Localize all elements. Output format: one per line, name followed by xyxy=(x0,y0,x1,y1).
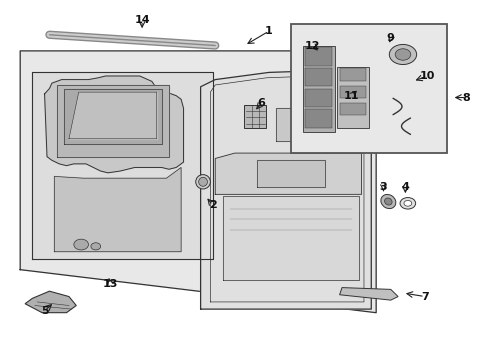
Polygon shape xyxy=(339,68,366,81)
Text: 9: 9 xyxy=(386,33,394,43)
Text: 11: 11 xyxy=(344,91,359,101)
Text: 14: 14 xyxy=(134,15,150,26)
Polygon shape xyxy=(305,68,331,86)
Polygon shape xyxy=(25,291,76,313)
Circle shape xyxy=(394,49,410,60)
Polygon shape xyxy=(303,45,334,132)
Text: 3: 3 xyxy=(379,182,386,192)
Text: 8: 8 xyxy=(462,93,469,103)
Polygon shape xyxy=(57,85,168,157)
Polygon shape xyxy=(339,86,366,98)
Text: 12: 12 xyxy=(305,41,320,50)
Polygon shape xyxy=(20,51,375,313)
Text: 10: 10 xyxy=(419,71,434,81)
Circle shape xyxy=(388,44,416,64)
Ellipse shape xyxy=(195,175,210,189)
Polygon shape xyxy=(339,288,397,300)
Polygon shape xyxy=(64,89,161,144)
Ellipse shape xyxy=(380,194,395,208)
Polygon shape xyxy=(305,89,331,107)
Text: 1: 1 xyxy=(264,26,272,36)
Ellipse shape xyxy=(198,177,207,186)
Polygon shape xyxy=(222,196,358,280)
Text: 4: 4 xyxy=(401,182,408,192)
Polygon shape xyxy=(305,109,331,128)
Polygon shape xyxy=(336,67,368,128)
Polygon shape xyxy=(69,92,157,139)
Circle shape xyxy=(91,243,101,250)
Polygon shape xyxy=(256,160,325,187)
Circle shape xyxy=(399,198,415,209)
Ellipse shape xyxy=(384,198,391,205)
Polygon shape xyxy=(244,105,266,128)
Polygon shape xyxy=(54,167,181,252)
Polygon shape xyxy=(32,72,212,259)
Bar xyxy=(290,24,446,153)
Text: 7: 7 xyxy=(420,292,428,302)
Text: 13: 13 xyxy=(102,279,118,289)
Polygon shape xyxy=(276,108,310,140)
Polygon shape xyxy=(305,47,331,66)
Polygon shape xyxy=(339,103,366,116)
Text: 5: 5 xyxy=(41,306,48,316)
Circle shape xyxy=(403,201,411,206)
Polygon shape xyxy=(215,153,361,194)
Text: 2: 2 xyxy=(208,200,216,210)
Polygon shape xyxy=(200,71,370,309)
Text: 6: 6 xyxy=(257,98,265,108)
Circle shape xyxy=(74,239,88,250)
Polygon shape xyxy=(44,76,183,173)
